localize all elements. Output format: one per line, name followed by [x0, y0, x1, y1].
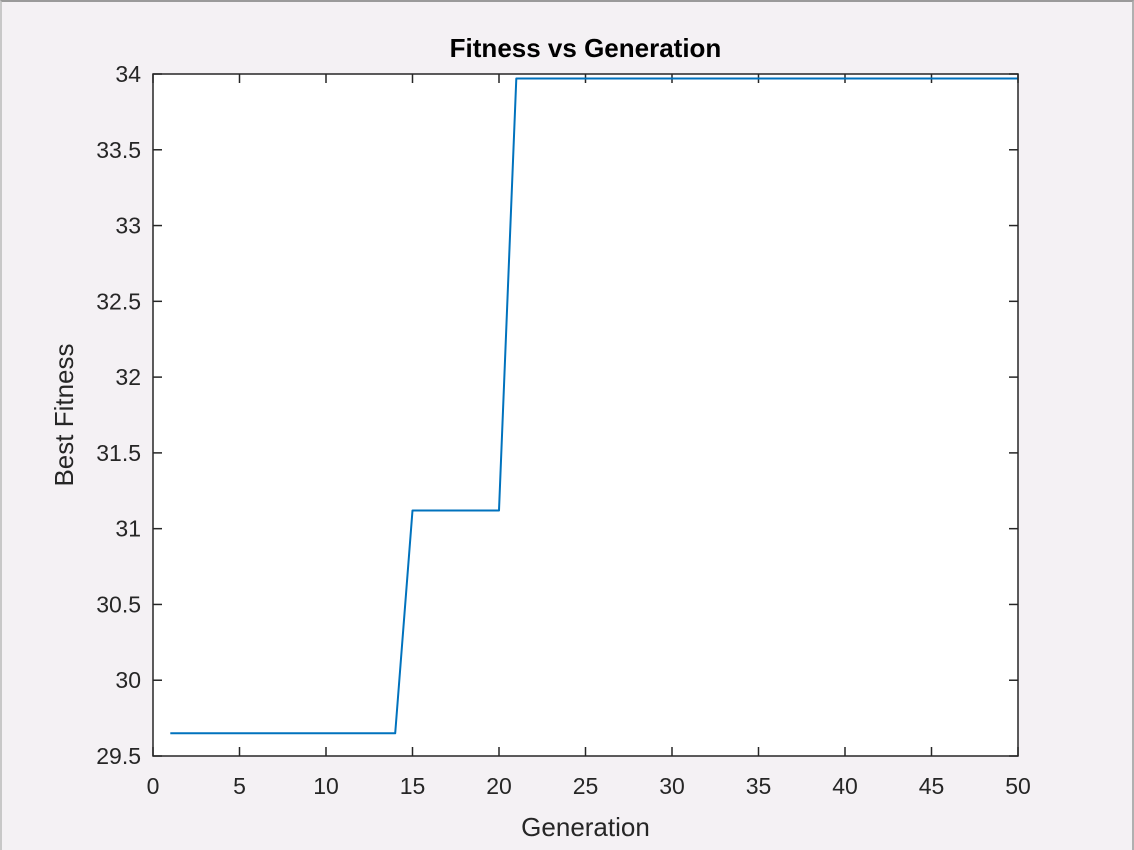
y-tick-label: 32.5	[96, 288, 141, 314]
x-tick-label: 5	[233, 773, 246, 799]
x-tick-label: 20	[486, 773, 512, 799]
x-tick-label: 30	[659, 773, 685, 799]
y-tick-label: 32	[115, 364, 141, 390]
x-tick-label: 50	[1005, 773, 1031, 799]
tick-labels: 0 5 10 15 20 25 30 35 40 45 50 29.5 30 30.5 31 31.5 32 32…	[96, 61, 1031, 799]
x-tick-label: 10	[313, 773, 339, 799]
x-axis-title: Generation	[521, 812, 650, 842]
y-tick-label: 30	[115, 667, 141, 693]
axes-box	[152, 73, 1019, 757]
series-line-0	[170, 77, 1018, 735]
plot-area	[153, 74, 1018, 756]
y-tick-label: 33	[115, 213, 141, 239]
y-tick-label: 33.5	[96, 137, 141, 163]
x-tick-label: 25	[573, 773, 599, 799]
x-tick-label: 45	[919, 773, 945, 799]
x-tick-label: 35	[746, 773, 772, 799]
y-tick-label: 34	[115, 61, 141, 87]
x-tick-label: 40	[832, 773, 858, 799]
y-axis-title: Best Fitness	[49, 343, 79, 486]
series-layer	[170, 77, 1018, 735]
y-tick-label: 31	[115, 516, 141, 542]
x-tick-label: 15	[400, 773, 426, 799]
x-tick-label: 0	[147, 773, 160, 799]
y-tick-label: 29.5	[96, 743, 141, 769]
chart-title: Fitness vs Generation	[450, 33, 722, 63]
y-tick-label: 31.5	[96, 440, 141, 466]
y-tick-label: 30.5	[96, 591, 141, 617]
